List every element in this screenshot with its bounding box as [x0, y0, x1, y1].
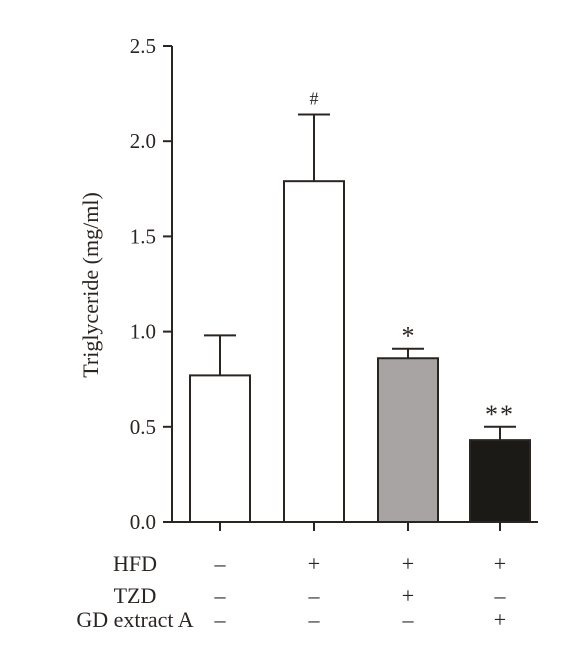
condition-value: – — [494, 583, 507, 608]
x-axis — [172, 521, 538, 531]
condition-value: + — [494, 607, 506, 632]
condition-label: HFD — [113, 551, 157, 576]
condition-value: + — [402, 583, 414, 608]
condition-table: HFD – + + +TZD – – + –GD extract A – – – + — [76, 551, 506, 632]
condition-value: + — [308, 551, 320, 576]
bar — [283, 180, 345, 524]
significance-marker: ** — [485, 400, 515, 429]
condition-value: – — [214, 551, 227, 576]
bar — [377, 357, 439, 524]
significance-marker: * — [402, 322, 415, 351]
bar — [189, 374, 251, 523]
condition-value: – — [214, 583, 227, 608]
y-axis: 0.0 0.5 1.0 1.5 2.0 2.5 — [130, 34, 173, 534]
condition-value: + — [402, 551, 414, 576]
y-tick-label: 1.0 — [130, 320, 156, 344]
condition-value: + — [494, 551, 506, 576]
condition-value: – — [308, 583, 321, 608]
y-tick-label: 1.5 — [130, 224, 156, 248]
condition-label: GD extract A — [76, 607, 193, 632]
y-tick-label: 2.0 — [130, 129, 156, 153]
condition-value: – — [308, 607, 321, 632]
significance-marker: # — [310, 89, 319, 109]
condition-label: TZD — [114, 583, 157, 608]
y-tick-label: 2.5 — [130, 34, 156, 58]
y-tick-label: 0.0 — [130, 510, 156, 534]
condition-value: – — [214, 607, 227, 632]
bars: #*** — [189, 89, 531, 524]
condition-value: – — [402, 607, 415, 632]
y-tick-label: 0.5 — [130, 415, 156, 439]
y-axis-label: Triglyceride (mg/ml) — [78, 192, 103, 378]
bar — [469, 439, 531, 523]
